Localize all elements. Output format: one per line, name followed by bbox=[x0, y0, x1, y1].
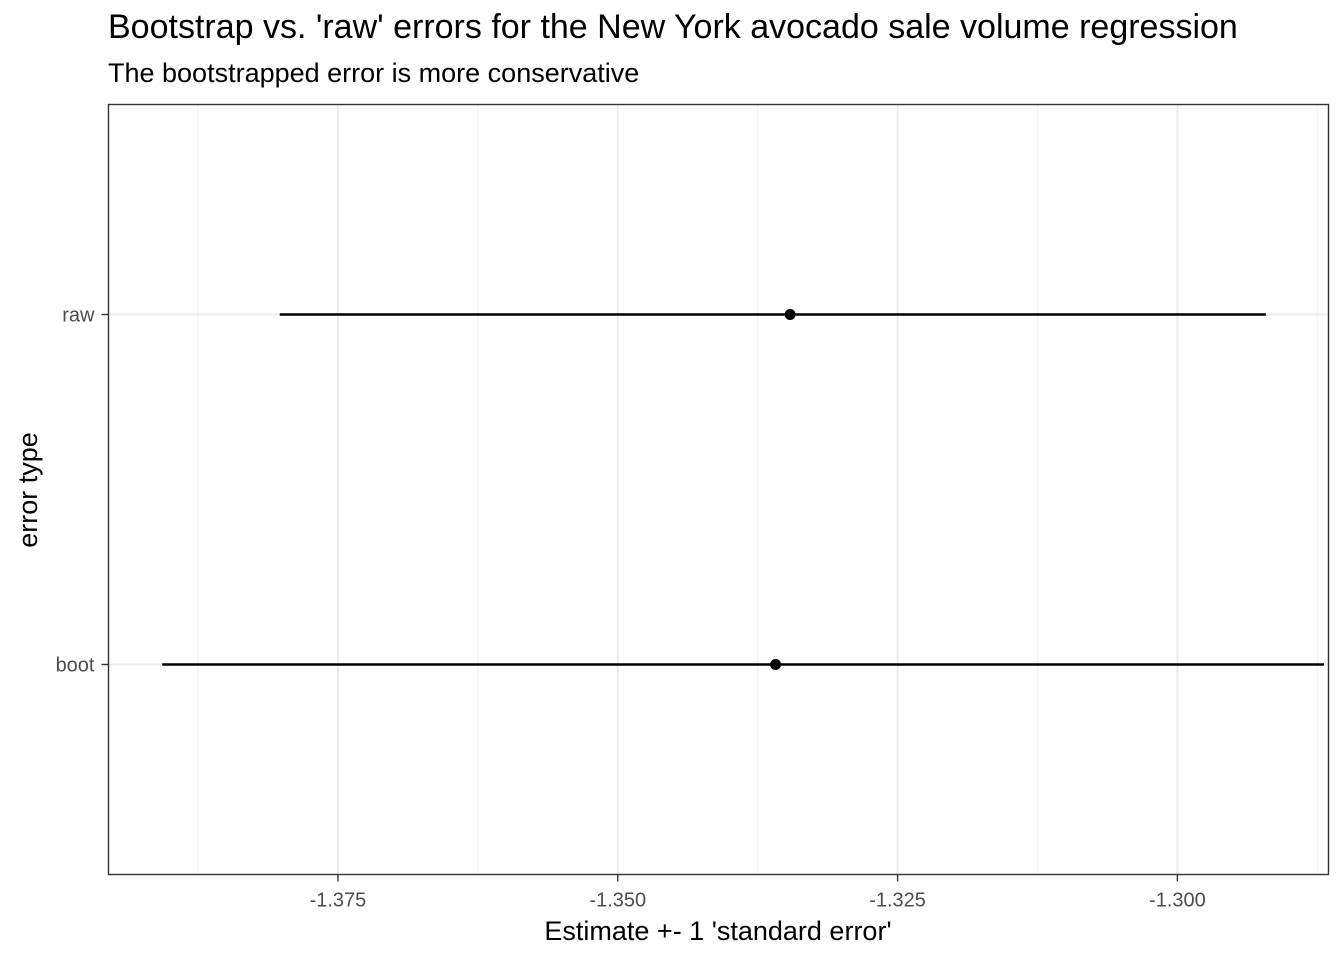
y-axis-title: error type bbox=[13, 432, 43, 548]
x-tick-label: -1.350 bbox=[589, 890, 646, 912]
x-tick-label: -1.300 bbox=[1149, 890, 1206, 912]
x-axis-title: Estimate +- 1 'standard error' bbox=[544, 916, 891, 946]
data-marks bbox=[162, 309, 1325, 670]
point-boot bbox=[770, 659, 782, 670]
y-tick-label: boot bbox=[56, 655, 95, 677]
chart-subtitle: The bootstrapped error is more conservat… bbox=[108, 58, 640, 88]
panel-border bbox=[107, 103, 1330, 876]
axes: -1.375 -1.350 -1.325 -1.300 boot raw bbox=[56, 305, 1206, 912]
x-tick-label: -1.375 bbox=[310, 890, 367, 912]
chart-title: Bootstrap vs. 'raw' errors for the New Y… bbox=[108, 8, 1238, 46]
point-raw bbox=[784, 309, 796, 320]
grid-lines bbox=[108, 104, 1329, 875]
x-tick-label: -1.325 bbox=[869, 890, 926, 912]
y-tick-label: raw bbox=[62, 305, 95, 327]
